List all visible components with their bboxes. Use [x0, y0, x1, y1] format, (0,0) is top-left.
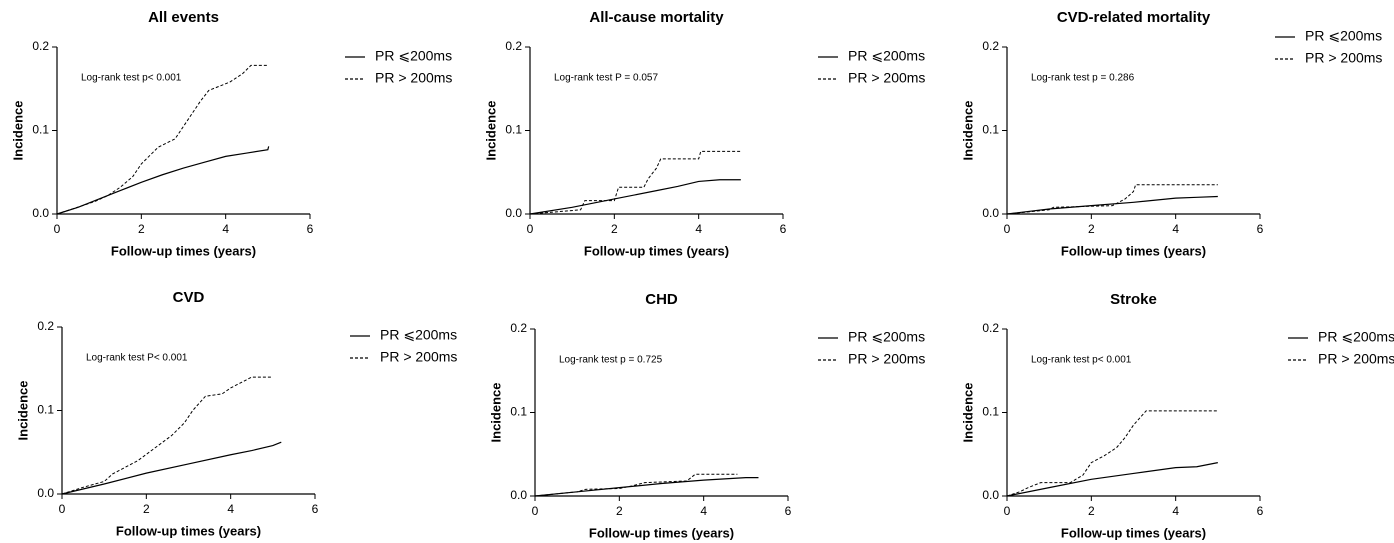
y-tick-label: 0.1 [982, 123, 999, 137]
annotation: Log-rank test p = 0.725 [559, 355, 663, 366]
x-tick-label: 2 [1088, 222, 1095, 236]
panel-title: All events [148, 9, 219, 26]
x-tick-label: 6 [312, 502, 319, 516]
series-line [534, 473, 738, 497]
series-line [1006, 184, 1218, 215]
x-axis-label: Follow-up times (years) [1061, 525, 1206, 540]
annotation: Log-rank test P< 0.001 [86, 353, 188, 364]
y-tick-label: 0.0 [510, 488, 527, 502]
x-tick-label: 2 [611, 222, 618, 236]
annotation: Log-rank test p< 0.001 [1031, 355, 1132, 366]
legend-label: PR ⩽200ms [848, 48, 925, 64]
y-tick-label: 0.0 [982, 206, 999, 220]
x-axis-label: Follow-up times (years) [589, 525, 734, 540]
x-tick-label: 0 [54, 222, 61, 236]
panel: CVD 0.0 0.1 0.2 0 2 4 6 Follow-up times (years) I… [15, 289, 457, 538]
series-line [1006, 462, 1218, 497]
x-tick-label: 6 [780, 222, 787, 236]
legend-label: PR ⩽200ms [375, 48, 452, 64]
x-tick-label: 2 [1088, 504, 1095, 518]
x-tick-label: 0 [1004, 504, 1011, 518]
x-tick-label: 4 [1172, 504, 1179, 518]
panel: All-cause mortality 0.0 0.1 0.2 0 2 4 6 Follow-u… [483, 9, 925, 258]
x-tick-label: 2 [143, 502, 150, 516]
y-tick-label: 0.0 [505, 206, 522, 220]
y-axis-label: Incidence [15, 381, 30, 441]
y-tick-label: 0.0 [32, 206, 49, 220]
x-tick-label: 4 [700, 504, 707, 518]
legend-label: PR > 200ms [375, 70, 452, 86]
y-tick-label: 0.2 [32, 39, 49, 53]
y-tick-label: 0.0 [37, 486, 54, 500]
x-tick-label: 6 [785, 504, 792, 518]
x-tick-label: 2 [138, 222, 145, 236]
x-tick-label: 4 [1172, 222, 1179, 236]
series-line [56, 146, 270, 215]
panel-title: All-cause mortality [589, 9, 724, 26]
legend-label: PR > 200ms [1305, 50, 1382, 66]
panel: All events 0.0 0.1 0.2 0 2 4 6 Follow-up times (… [10, 9, 452, 258]
x-axis-label: Follow-up times (years) [111, 243, 256, 258]
y-axis-label: Incidence [483, 101, 498, 161]
legend-label: PR > 200ms [1318, 351, 1394, 367]
y-tick-label: 0.2 [982, 39, 999, 53]
legend-label: PR > 200ms [848, 70, 925, 86]
y-tick-label: 0.2 [37, 319, 54, 333]
y-tick-label: 0.2 [505, 39, 522, 53]
x-tick-label: 6 [1257, 504, 1264, 518]
annotation: Log-rank test p = 0.286 [1031, 73, 1135, 84]
y-axis-label: Incidence [10, 101, 25, 161]
panel-title: CVD-related mortality [1057, 9, 1211, 26]
y-tick-label: 0.1 [505, 123, 522, 137]
panel: CVD-related mortality 0.0 0.1 0.2 0 2 4 6 Follow… [960, 9, 1382, 258]
x-tick-label: 0 [1004, 222, 1011, 236]
series-line [61, 441, 282, 495]
y-tick-label: 0.2 [982, 321, 999, 335]
x-tick-label: 0 [532, 504, 539, 518]
panel-title: CVD [173, 289, 205, 306]
y-axis-label: Incidence [960, 101, 975, 161]
panel: CHD 0.0 0.1 0.2 0 2 4 6 Follow-up times (years) I… [488, 291, 925, 540]
x-tick-label: 4 [227, 502, 234, 516]
annotation: Log-rank test P = 0.057 [554, 73, 658, 84]
x-tick-label: 6 [1257, 222, 1264, 236]
legend-label: PR ⩽200ms [848, 329, 925, 345]
series-line [534, 477, 759, 497]
series-line [529, 150, 741, 215]
panel-title: CHD [645, 291, 678, 308]
series-line [1006, 410, 1218, 497]
series-line [61, 376, 273, 495]
legend-label: PR ⩽200ms [1305, 28, 1382, 44]
panel: Stroke 0.0 0.1 0.2 0 2 4 6 Follow-up times (year… [960, 291, 1394, 540]
legend-label: PR > 200ms [848, 351, 925, 367]
x-axis-label: Follow-up times (years) [1061, 243, 1206, 258]
x-tick-label: 0 [527, 222, 534, 236]
series-line [56, 64, 268, 215]
panel-title: Stroke [1110, 291, 1157, 308]
x-tick-label: 6 [307, 222, 314, 236]
x-axis-label: Follow-up times (years) [116, 523, 261, 538]
y-tick-label: 0.1 [32, 123, 49, 137]
legend-label: PR ⩽200ms [1318, 329, 1394, 345]
x-tick-label: 4 [222, 222, 229, 236]
y-tick-label: 0.1 [982, 405, 999, 419]
x-axis-label: Follow-up times (years) [584, 243, 729, 258]
x-tick-label: 4 [695, 222, 702, 236]
y-tick-label: 0.1 [510, 405, 527, 419]
legend-label: PR > 200ms [380, 349, 457, 365]
y-tick-label: 0.0 [982, 488, 999, 502]
annotation: Log-rank test p< 0.001 [81, 73, 182, 84]
y-tick-label: 0.2 [510, 321, 527, 335]
legend-label: PR ⩽200ms [380, 327, 457, 343]
x-tick-label: 0 [59, 502, 66, 516]
y-tick-label: 0.1 [37, 403, 54, 417]
series-line [1006, 195, 1218, 215]
y-axis-label: Incidence [960, 383, 975, 443]
y-axis-label: Incidence [488, 383, 503, 443]
series-line [529, 179, 741, 215]
x-tick-label: 2 [616, 504, 623, 518]
